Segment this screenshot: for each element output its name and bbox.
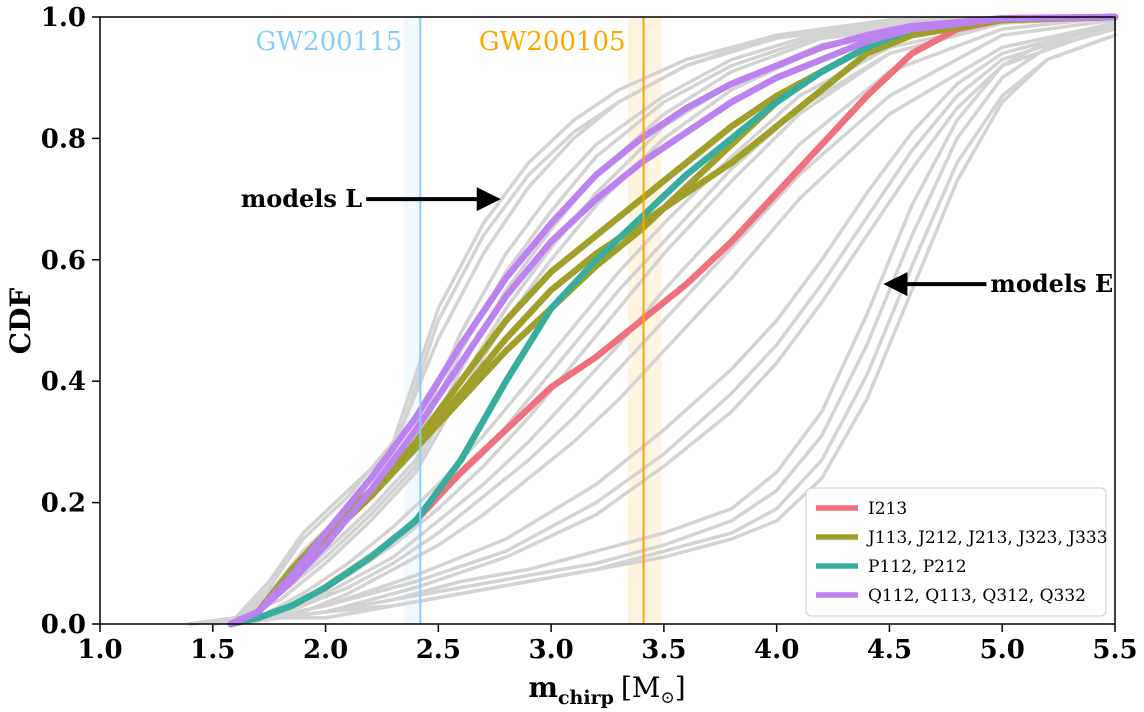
- x-tick-label: 5.5: [1092, 635, 1137, 665]
- background-curve-m-11: [211, 18, 1117, 626]
- highlighted-model-curves: [227, 13, 1119, 628]
- legend-box: [805, 487, 1107, 617]
- y-tick-label: 1.0: [41, 3, 86, 33]
- y-axis-label: CDF: [4, 288, 37, 355]
- annotation-text-models-e: models E: [990, 269, 1113, 298]
- y-tick-label: 0.0: [41, 610, 86, 640]
- y-tick-label: 0.6: [41, 246, 86, 276]
- background-model-curves: [188, 15, 1117, 626]
- y-tick-label: 0.2: [41, 489, 86, 519]
- background-curve-e-18: [233, 21, 1117, 626]
- series-curve-p112-4: [227, 13, 1119, 628]
- x-tick-label: 2.0: [303, 635, 348, 665]
- x-tick-label: 3.0: [528, 635, 573, 665]
- event-label-gw200105: GW200105: [479, 27, 626, 57]
- series-curve-q112-6: [227, 13, 1119, 628]
- background-curve-e-20: [233, 24, 1117, 626]
- event-label-gw200115: GW200115: [256, 27, 403, 57]
- plot-frame: [99, 16, 1116, 625]
- x-tick-label: 1.0: [77, 635, 122, 665]
- legend-label: Q112, Q113, Q312, Q332: [868, 586, 1086, 606]
- y-tick-label: 0.4: [41, 367, 86, 397]
- x-axis-label-sub: chirp: [558, 687, 614, 709]
- x-tick-label: 2.5: [416, 635, 461, 665]
- x-tick-label: 4.0: [754, 635, 799, 665]
- x-axis-label-unit: [M: [621, 671, 661, 704]
- legend-label: I213: [868, 499, 907, 519]
- background-curve-l-2: [188, 15, 1117, 626]
- series-curve-q112-5: [227, 13, 1119, 628]
- legend-label: J113, J212, J213, J323, J333: [866, 528, 1108, 548]
- y-tick-label: 0.8: [41, 124, 86, 154]
- x-tick-label: 1.5: [190, 635, 235, 665]
- x-tick-label: 4.5: [867, 635, 912, 665]
- background-curve-e-19: [233, 21, 1117, 626]
- background-curve-l-0: [188, 15, 1117, 626]
- background-curve-m-13: [211, 21, 1117, 626]
- x-tick-label: 5.0: [980, 635, 1025, 665]
- x-axis-label-unit-close: ]: [675, 671, 686, 704]
- x-tick-label: 3.5: [641, 635, 686, 665]
- background-curve-e-16: [233, 21, 1117, 626]
- series-curve-j113-3: [227, 13, 1119, 628]
- legend: I213 J113, J212, J213, J323, J333 P112, P2…: [805, 487, 1108, 617]
- legend-label: P112, P212: [868, 557, 967, 577]
- x-axis-label-unit-sub: ⊙: [660, 688, 674, 708]
- x-axis-label-main: m: [528, 671, 558, 704]
- background-curve-m-9: [211, 15, 1117, 626]
- background-curve-e-17: [233, 33, 1117, 626]
- x-axis-label: mchirp [M⊙]: [528, 671, 685, 709]
- annotation-text-models-l: models L: [241, 184, 362, 213]
- background-curve-e-15: [233, 33, 1117, 626]
